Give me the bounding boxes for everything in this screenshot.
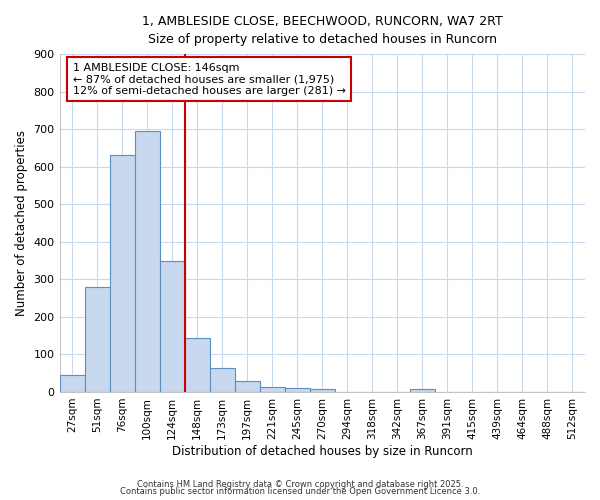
Title: 1, AMBLESIDE CLOSE, BEECHWOOD, RUNCORN, WA7 2RT
Size of property relative to det: 1, AMBLESIDE CLOSE, BEECHWOOD, RUNCORN, … [142, 15, 503, 46]
Bar [310, 389, 335, 392]
Bar [260, 388, 285, 392]
Bar [59, 375, 85, 392]
Bar [410, 389, 435, 392]
Bar [160, 260, 185, 392]
Bar [110, 156, 134, 392]
Bar [134, 131, 160, 392]
Y-axis label: Number of detached properties: Number of detached properties [15, 130, 28, 316]
X-axis label: Distribution of detached houses by size in Runcorn: Distribution of detached houses by size … [172, 444, 473, 458]
Text: Contains public sector information licensed under the Open Government Licence 3.: Contains public sector information licen… [120, 488, 480, 496]
Bar [285, 388, 310, 392]
Bar [85, 287, 110, 392]
Text: 1 AMBLESIDE CLOSE: 146sqm
← 87% of detached houses are smaller (1,975)
12% of se: 1 AMBLESIDE CLOSE: 146sqm ← 87% of detac… [73, 62, 346, 96]
Bar [185, 338, 209, 392]
Bar [209, 368, 235, 392]
Text: Contains HM Land Registry data © Crown copyright and database right 2025.: Contains HM Land Registry data © Crown c… [137, 480, 463, 489]
Bar [235, 380, 260, 392]
